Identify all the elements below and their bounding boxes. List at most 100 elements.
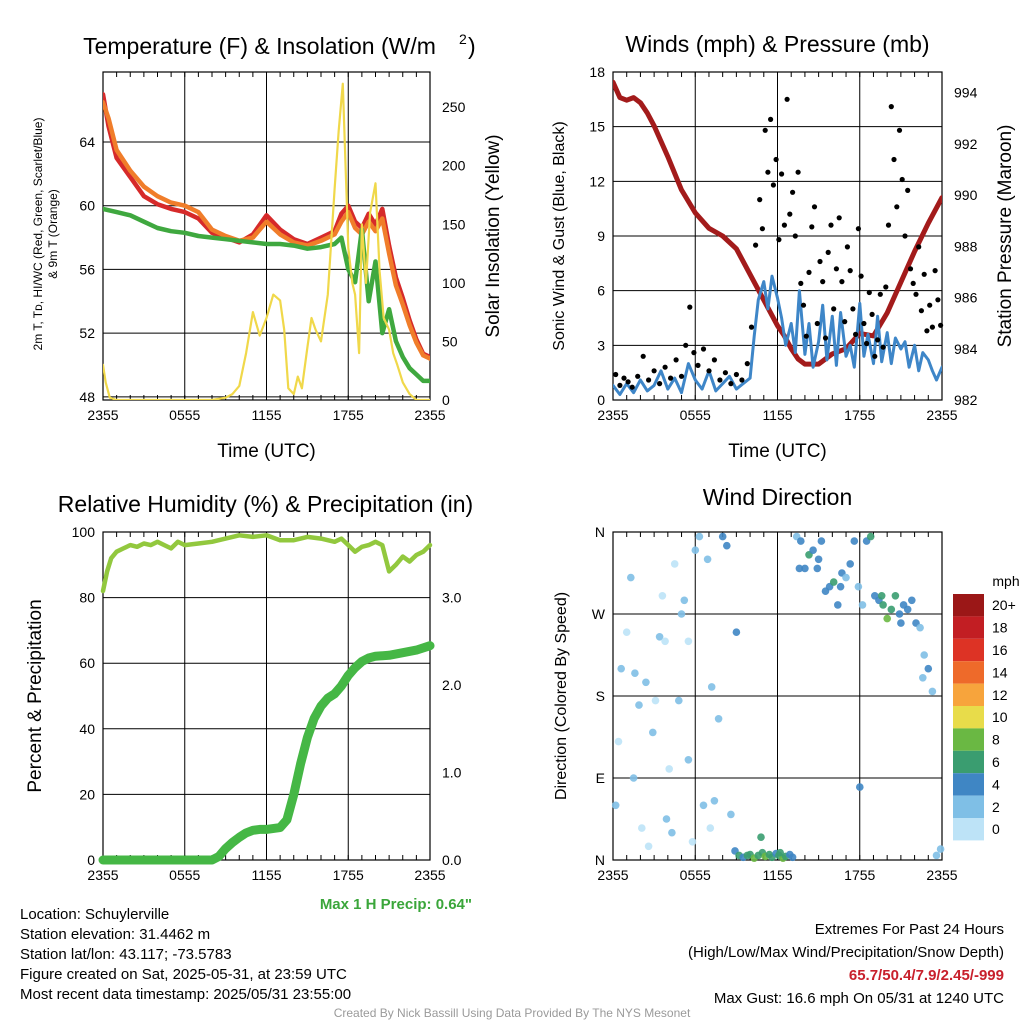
gust-point <box>635 373 641 379</box>
humidity-x-tick-label: 2355 <box>414 867 445 883</box>
direction-point <box>813 564 822 573</box>
direction-point <box>668 828 676 837</box>
gust-point <box>921 271 927 277</box>
gust-point <box>869 311 875 317</box>
direction-point <box>662 815 671 823</box>
gust-point <box>858 273 864 279</box>
direction-point <box>797 537 805 545</box>
gust-point <box>739 377 745 383</box>
gust-point <box>875 337 881 343</box>
gust-point <box>896 127 903 133</box>
colorbar-swatch <box>953 706 984 729</box>
pressure-y-axis-title: Station Pressure (Maroon) <box>995 125 1016 348</box>
colorbar-label: 16 <box>992 642 1008 658</box>
colorbar-swatch <box>953 616 984 639</box>
direction-point <box>846 560 854 568</box>
direction-point <box>684 637 693 646</box>
colorbar: mph 20+ 18 16 14 12 10 8 6 4 2 0 <box>953 573 1020 841</box>
gust-point <box>753 242 759 248</box>
colorbar-swatch <box>953 795 984 818</box>
direction-point <box>684 756 693 764</box>
temperature-y-tick-label: 56 <box>79 261 95 277</box>
winds-x-tick-label: 2355 <box>926 407 957 423</box>
gust-point <box>803 333 809 339</box>
colorbar-swatch <box>953 638 984 662</box>
pressure-y2-tick-label: 992 <box>954 136 978 152</box>
gust-point <box>748 324 755 330</box>
pressure-y2-tick-label: 988 <box>954 238 978 254</box>
direction-y-axis-title: Direction (Colored By Speed) <box>553 592 570 800</box>
direction-point <box>699 801 708 810</box>
gust-point <box>855 226 862 232</box>
direction-point <box>631 669 639 677</box>
gust-point <box>781 222 788 228</box>
direction-point <box>658 592 667 600</box>
direction-point <box>661 637 669 646</box>
direction-point <box>707 683 716 691</box>
pressure-y2-tick-label: 990 <box>954 187 978 203</box>
humidity-x-tick-label: 1155 <box>251 867 281 883</box>
gust-point <box>784 96 790 102</box>
direction-point <box>723 541 731 550</box>
colorbar-swatch <box>953 661 984 684</box>
gust-point <box>831 306 837 312</box>
direction-point <box>680 596 689 605</box>
insolation-y2-tick-label: 50 <box>442 333 458 349</box>
figure-created: Figure created on Sat, 2025-05-31, at 23… <box>20 966 347 983</box>
temperature-series-solar-insolation <box>103 82 430 400</box>
gust-point <box>773 156 779 163</box>
insolation-y2-tick-label: 0 <box>442 392 450 408</box>
direction-point <box>866 532 875 541</box>
direction-point <box>732 628 741 636</box>
humidity-x-tick-label: 2355 <box>87 867 118 883</box>
temperature-y-tick-label: 52 <box>79 325 95 341</box>
direction-point <box>891 592 900 600</box>
gust-point <box>795 169 801 175</box>
temperature-panel: Temperature (F) & Insolation (W/m 2)2355 0… <box>31 31 504 462</box>
direction-point <box>622 628 631 636</box>
gust-point <box>866 289 872 296</box>
winds-x-tick-label: 2355 <box>597 407 628 423</box>
direction-point <box>718 532 727 541</box>
direction-point <box>788 853 797 862</box>
gust-point <box>918 308 925 314</box>
humidity-y-tick-label: 20 <box>79 786 95 802</box>
temperature-y-tick-label: 64 <box>79 134 95 150</box>
direction-point <box>908 596 916 605</box>
colorbar-swatch <box>953 683 984 706</box>
gust-point <box>847 268 853 274</box>
temperature-y-tick-label: 48 <box>79 389 95 405</box>
humidity-y-tick-label: 60 <box>79 655 95 671</box>
direction-point <box>695 532 704 541</box>
temperature-title-main: Temperature (F) & Insolation (W/m <box>83 33 436 59</box>
direction-point <box>675 696 683 705</box>
pressure-y2-tick-label: 982 <box>954 392 978 408</box>
humidity-series-precipitation <box>98 641 435 865</box>
direction-y-tick-label: N <box>595 852 605 868</box>
extremes-panel: Extremes For Past 24 Hours (High/Low/Max… <box>688 918 1004 1010</box>
direction-point <box>795 564 804 573</box>
humidity-y-axis-title: Percent & Precipitation <box>25 599 46 792</box>
extremes-max-gust: Max Gust: 16.6 mph On 05/31 at 1240 UTC <box>713 990 1004 1007</box>
direction-point <box>920 651 928 659</box>
gust-point <box>853 331 859 337</box>
direction-y-tick-label: W <box>592 606 606 622</box>
gust-point <box>691 350 697 356</box>
humidity-series-relative-humidity <box>100 533 433 594</box>
recent-data-timestamp: Most recent data timestamp: 2025/05/31 2… <box>20 986 352 1003</box>
humidity-y-tick-label: 80 <box>79 590 95 606</box>
gust-point <box>625 379 631 385</box>
direction-point <box>649 728 657 737</box>
direction-point <box>714 715 723 723</box>
gust-point <box>891 156 897 163</box>
gust-point <box>790 189 796 195</box>
direction-point <box>916 623 924 632</box>
direction-point <box>883 614 891 623</box>
direction-point <box>928 687 937 696</box>
gust-point <box>629 384 635 390</box>
gust-point <box>913 291 919 297</box>
gust-point <box>621 375 627 381</box>
precip-y2-tick-label: 1.0 <box>442 765 462 781</box>
gust-point <box>929 324 936 330</box>
gust-point <box>640 353 646 359</box>
